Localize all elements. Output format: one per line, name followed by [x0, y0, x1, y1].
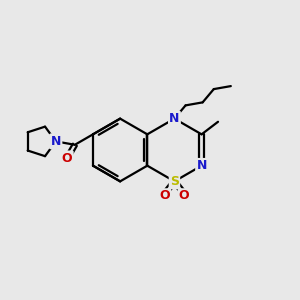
Text: O: O [62, 152, 72, 165]
Text: N: N [196, 159, 207, 172]
Text: N: N [51, 135, 61, 148]
Text: N: N [169, 112, 180, 125]
Text: O: O [159, 190, 170, 202]
Text: S: S [170, 175, 179, 188]
Text: O: O [179, 190, 190, 202]
Text: N: N [51, 135, 61, 148]
